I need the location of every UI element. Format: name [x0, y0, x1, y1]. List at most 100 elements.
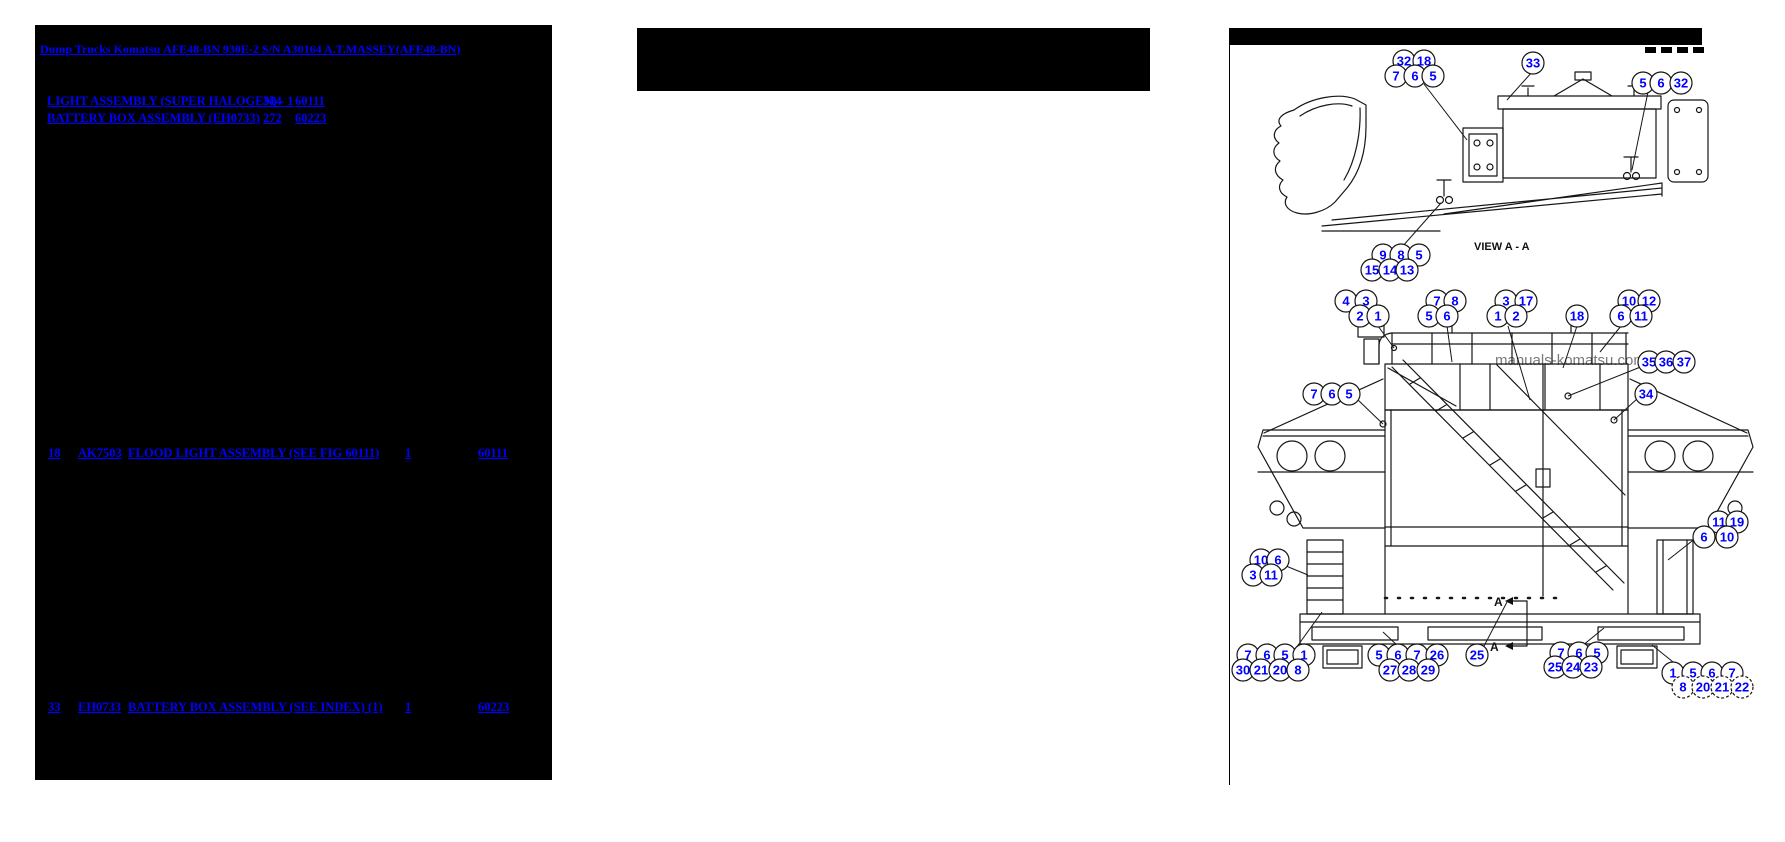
callout-20[interactable]: 20	[1268, 658, 1292, 682]
callout-6[interactable]: 6	[1692, 525, 1716, 549]
table-row: 33 EH0733 BATTERY BOX ASSEMBLY (SEE INDE…	[35, 700, 552, 716]
callout-8[interactable]: 8	[1286, 658, 1310, 682]
callout-28[interactable]: 28	[1397, 658, 1421, 682]
callout-number: 34	[1639, 387, 1654, 402]
callout-6[interactable]: 6	[1435, 304, 1459, 328]
callout-37[interactable]: 37	[1672, 350, 1696, 374]
callout-number: 21	[1715, 680, 1729, 695]
callout-6[interactable]: 6	[1649, 71, 1673, 95]
leader-line	[1423, 83, 1468, 141]
leader-line	[1482, 601, 1508, 649]
callout-number: 7	[1413, 648, 1420, 663]
index-link-light-assembly-page[interactable]: 314	[263, 94, 282, 108]
callout-19[interactable]: 19	[1725, 510, 1749, 534]
callout-number: 18	[1570, 309, 1584, 324]
callout-number: 29	[1421, 663, 1435, 678]
callout-18[interactable]: 18	[1565, 304, 1589, 328]
callout-number: 35	[1642, 355, 1656, 370]
index-link-battery-box-page[interactable]: 272	[263, 111, 282, 125]
callout-number: 1	[1669, 666, 1676, 681]
table-row: 18 AK7503 FLOOD LIGHT ASSEMBLY (SEE FIG …	[35, 446, 552, 462]
index-row: LIGHT ASSEMBLY (SUPER HALOGEN) - 1 314 6…	[35, 94, 552, 110]
part-row-fig-link[interactable]: 60111	[478, 446, 508, 460]
callout-11[interactable]: 11	[1629, 304, 1653, 328]
callout-10[interactable]: 10	[1715, 525, 1739, 549]
callout-30[interactable]: 30	[1231, 658, 1255, 682]
callout-number: 11	[1712, 515, 1726, 530]
callout-8[interactable]: 8	[1671, 675, 1695, 699]
callout-number: 8	[1397, 248, 1404, 263]
callout-5[interactable]: 5	[1421, 64, 1445, 88]
callout-32[interactable]: 32	[1669, 71, 1693, 95]
callout-21[interactable]: 21	[1249, 658, 1273, 682]
part-row-fig-link[interactable]: 60223	[478, 700, 510, 714]
section-markers: A A	[1490, 595, 1528, 654]
callout-balloon-icon	[1259, 563, 1283, 587]
callout-balloon-icon	[1629, 304, 1653, 328]
callout-number: 6	[1443, 309, 1450, 324]
callout-number: 6	[1274, 553, 1281, 568]
callout-balloon-icon	[1504, 304, 1528, 328]
leader-line	[1506, 70, 1534, 101]
part-row-part-number[interactable]: AK7503	[78, 446, 122, 460]
index-link-light-assembly-fig[interactable]: 60111	[295, 94, 325, 108]
callout-number: 3	[1362, 294, 1369, 309]
callout-22[interactable]: 22	[1730, 675, 1754, 699]
callout-number: 8	[1294, 663, 1301, 678]
callout-29[interactable]: 29	[1416, 658, 1440, 682]
callout-6[interactable]: 6	[1609, 304, 1633, 328]
callout-5[interactable]: 5	[1337, 382, 1361, 406]
callout-number: 14	[1383, 263, 1398, 278]
callout-number: 3	[1502, 294, 1509, 309]
catalog-breadcrumb-link[interactable]: Dump Trucks Komatsu AFE48-BN 930E-2 S/N …	[40, 42, 460, 57]
callout-35[interactable]: 35	[1637, 350, 1661, 374]
callout-number: 20	[1696, 680, 1710, 695]
index-link-battery-box[interactable]: BATTERY BOX ASSEMBLY (EH0733)	[47, 111, 260, 125]
callout-25[interactable]: 25	[1465, 643, 1489, 667]
callout-34[interactable]: 34	[1634, 382, 1658, 406]
callout-number: 8	[1679, 680, 1686, 695]
callout-number: 7	[1728, 666, 1735, 681]
diagram-top-bar	[1229, 28, 1702, 45]
part-row-part-number[interactable]: EH0733	[78, 700, 122, 714]
callout-balloon-icon	[1416, 658, 1440, 682]
callout-number: 2	[1512, 309, 1519, 324]
callout-balloon-icon	[1715, 525, 1739, 549]
callout-number: 9	[1379, 248, 1386, 263]
callout-13[interactable]: 13	[1395, 258, 1419, 282]
callout-number: 17	[1519, 294, 1533, 309]
callout-33[interactable]: 33	[1521, 51, 1545, 75]
callout-2[interactable]: 2	[1348, 304, 1372, 328]
part-row-description[interactable]: BATTERY BOX ASSEMBLY (SEE INDEX) (1)	[128, 700, 383, 714]
leader-line	[1613, 397, 1639, 421]
callout-20[interactable]: 20	[1691, 675, 1715, 699]
callout-number: 10	[1720, 530, 1734, 545]
callout-2[interactable]: 2	[1504, 304, 1528, 328]
callout-number: 21	[1254, 663, 1268, 678]
callout-balloon-icon	[1465, 643, 1489, 667]
part-row-item-number[interactable]: 33	[48, 700, 61, 714]
callout-23[interactable]: 23	[1579, 655, 1603, 679]
index-link-battery-box-fig[interactable]: 60223	[295, 111, 327, 125]
callout-1[interactable]: 1	[1366, 304, 1390, 328]
callout-number: 25	[1548, 660, 1562, 675]
callout-15[interactable]: 15	[1360, 258, 1384, 282]
part-row-qty[interactable]: 1	[405, 700, 412, 714]
callout-balloon-icon	[1669, 71, 1693, 95]
callout-36[interactable]: 36	[1654, 350, 1678, 374]
callout-number: 1	[1374, 309, 1381, 324]
callout-number: 6	[1575, 646, 1582, 661]
part-row-description[interactable]: FLOOD LIGHT ASSEMBLY (SEE FIG 60111)	[128, 446, 380, 460]
callout-11[interactable]: 11	[1259, 563, 1283, 587]
callout-number: 6	[1411, 69, 1418, 84]
callout-number: 13	[1400, 263, 1414, 278]
top-banner-block	[637, 28, 1150, 91]
callout-21[interactable]: 21	[1710, 675, 1734, 699]
section-label-bottom: A	[1490, 640, 1499, 654]
part-row-item-number[interactable]: 18	[48, 446, 61, 460]
callout-balloon-icon	[1435, 304, 1459, 328]
callout-24[interactable]: 24	[1561, 655, 1585, 679]
index-link-light-assembly[interactable]: LIGHT ASSEMBLY (SUPER HALOGEN) - 1	[47, 94, 294, 108]
part-row-qty[interactable]: 1	[405, 446, 412, 460]
